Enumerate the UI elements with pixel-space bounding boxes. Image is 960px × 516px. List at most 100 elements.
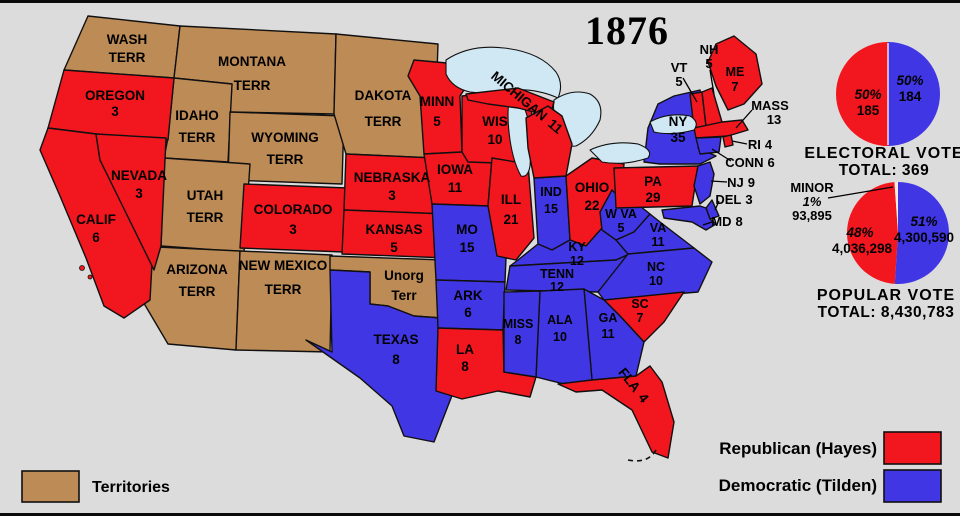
state-maine xyxy=(707,35,763,111)
pie-slice xyxy=(836,42,889,146)
callout-del-votes: 3 xyxy=(745,192,752,207)
label-utah-terr2: TERR xyxy=(187,210,224,225)
legend-democratic-label: Democratic (Tilden) xyxy=(719,476,877,495)
lake-ontario xyxy=(649,114,697,135)
label-miss: MISS xyxy=(503,317,534,331)
territory-utah xyxy=(160,157,251,253)
label-louisiana-votes: 8 xyxy=(461,359,469,374)
callout-ri-name: RI xyxy=(748,137,761,152)
label-kansas: KANSAS xyxy=(365,222,422,237)
label-minn-votes: 5 xyxy=(433,114,441,129)
callout-del-name: DEL xyxy=(715,192,741,207)
state-nj xyxy=(693,161,715,205)
states-layer xyxy=(39,35,763,459)
label-montana-terr: MONTANA xyxy=(218,54,286,69)
michigan-group xyxy=(465,87,573,179)
label-arizona-terr: ARIZONA xyxy=(166,262,228,277)
state-michigan-lower xyxy=(525,105,573,179)
label-arizona-terr2: TERR xyxy=(179,284,216,299)
label-ark: ARK xyxy=(453,288,482,303)
channel-island xyxy=(79,265,85,271)
territories-layer xyxy=(63,15,445,353)
electoral-dem-value: 184 xyxy=(899,89,922,104)
leader-vt xyxy=(682,77,698,103)
label-texas: TEXAS xyxy=(373,332,418,347)
label-illinois-votes: 21 xyxy=(503,212,519,227)
leader-nj xyxy=(710,180,728,183)
electoral-rep-value: 185 xyxy=(857,103,880,118)
label-nebraska: NEBRASKA xyxy=(354,170,431,185)
great-lakes xyxy=(445,46,697,177)
label-new-mexico-terr: NEW MEXICO xyxy=(239,258,328,273)
label-iowa: IOWA xyxy=(437,162,473,177)
bottom-edge-bar xyxy=(0,513,960,516)
state-ri xyxy=(722,134,734,148)
leader-mass xyxy=(735,109,753,129)
label-wis: WIS xyxy=(482,114,508,129)
electoral-pie: 50% 185 50% 184 ELECTORAL VOTE TOTAL: 36… xyxy=(804,42,960,179)
popular-pie-slices xyxy=(847,182,950,284)
label-alabama: ALA xyxy=(547,313,573,327)
label-nebraska-votes: 3 xyxy=(388,188,396,203)
label-minn: MINN xyxy=(420,94,455,109)
state-pa xyxy=(613,165,699,209)
label-indiana: IND xyxy=(540,185,562,199)
leader-minor xyxy=(827,186,894,199)
label-maine-votes: 7 xyxy=(732,80,739,94)
leader-md xyxy=(702,221,713,226)
legend-territories-label: Territories xyxy=(92,479,170,496)
label-ny-votes: 35 xyxy=(670,130,686,145)
label-georgia: GA xyxy=(599,311,618,325)
state-florida xyxy=(557,365,675,459)
callout-nj: NJ 9 xyxy=(727,175,755,190)
legend-democratic-swatch xyxy=(883,469,942,503)
label-ny: NY xyxy=(669,114,688,129)
electoral-rep-pct: 50% xyxy=(854,87,881,102)
popular-minor-value: 93,895 xyxy=(792,208,832,223)
label-iowa-votes: 11 xyxy=(448,180,463,195)
popular-dem-value: 4,300,590 xyxy=(894,230,954,245)
label-kansas-votes: 5 xyxy=(390,240,398,255)
territory-wyoming xyxy=(227,111,345,185)
callout-del: DEL 3 xyxy=(715,192,752,207)
state-michigan-upper xyxy=(465,87,555,117)
channel-island xyxy=(87,274,93,280)
pie-slice xyxy=(894,182,950,284)
label-texas-votes: 8 xyxy=(392,352,400,367)
label-colorado: COLORADO xyxy=(254,202,333,217)
territory-labels: WASH TERR MONTANA TERR IDAHO TERR WYOMIN… xyxy=(107,32,424,303)
leader-lines xyxy=(682,69,753,226)
pie-slice xyxy=(894,182,898,233)
lake-erie xyxy=(589,142,651,164)
state-nevada xyxy=(95,133,167,271)
label-miss-votes: 8 xyxy=(515,333,522,347)
label-ohio-votes: 22 xyxy=(584,198,599,213)
label-pa: PA xyxy=(644,174,662,189)
callout-nh: NH xyxy=(700,42,719,57)
label-new-mexico-terr2: TERR xyxy=(265,282,302,297)
callout-ri: RI 4 xyxy=(748,137,773,152)
callout-vt-votes: 5 xyxy=(675,74,682,89)
popular-minor-label: MINOR xyxy=(790,180,834,195)
callout-mass-votes: 13 xyxy=(767,112,781,127)
label-montana-terr2: TERR xyxy=(234,78,271,93)
state-md xyxy=(661,205,717,231)
page-title: 1876 xyxy=(585,8,669,53)
label-nevada: NEVADA xyxy=(111,168,167,183)
label-sc: SC xyxy=(631,297,648,311)
popular-dem-pct: 51% xyxy=(910,214,937,229)
callout-labels: VT 5 NH 5 MASS 13 RI 4 CONN 6 NJ 9 DEL 3 MD 8 xyxy=(671,42,789,229)
state-conn xyxy=(695,136,722,155)
label-missouri-votes: 15 xyxy=(459,240,475,255)
leader-conn xyxy=(711,148,732,162)
label-georgia-votes: 11 xyxy=(601,327,614,341)
label-utah-terr: UTAH xyxy=(187,188,224,203)
callout-nj-name: NJ xyxy=(727,175,744,190)
party-legend: Republican (Hayes) Democratic (Tilden) xyxy=(719,431,942,503)
popular-heading: POPULAR VOTE xyxy=(817,287,955,304)
legend-territories-swatch xyxy=(21,470,80,503)
callout-nj-votes: 9 xyxy=(748,175,755,190)
label-va: VA xyxy=(650,221,666,235)
label-wyoming-terr2: TERR xyxy=(267,152,304,167)
legend-republican-label: Republican (Hayes) xyxy=(719,439,877,458)
